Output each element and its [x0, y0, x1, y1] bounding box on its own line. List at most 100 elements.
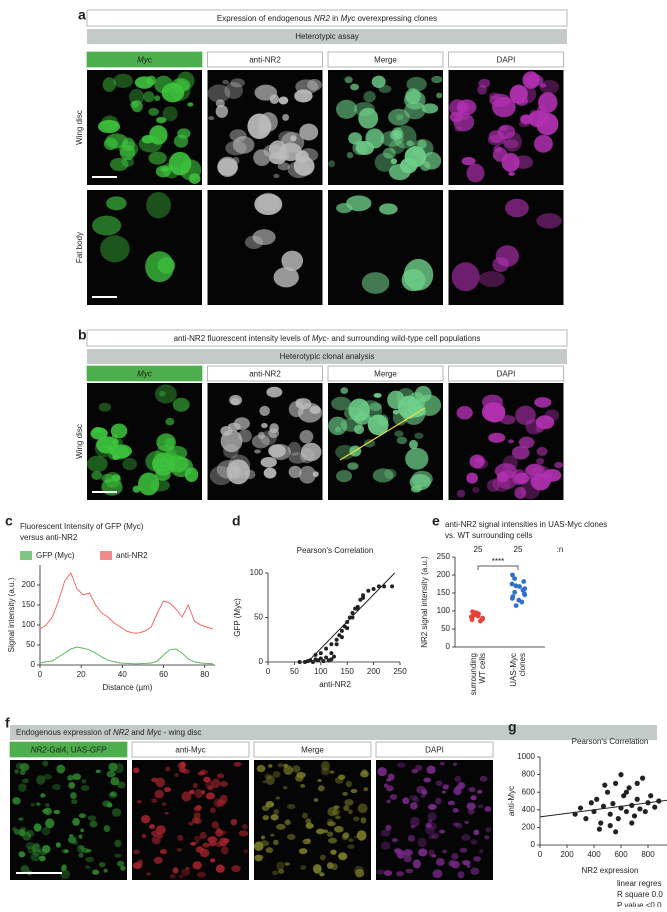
cell [67, 836, 77, 844]
cell [163, 787, 172, 793]
cell [389, 794, 398, 800]
cell [195, 846, 205, 853]
cell [132, 849, 140, 855]
cell [403, 258, 434, 291]
cell [268, 764, 273, 768]
cell [456, 405, 473, 420]
column-header [9, 741, 128, 758]
cell [209, 858, 216, 863]
cell [20, 865, 30, 873]
cell [98, 402, 112, 412]
x-tick-label: 600 [614, 850, 628, 859]
y-tick-label: 50 [254, 613, 263, 622]
cell [416, 785, 426, 794]
y-tick-label: 1000 [517, 752, 535, 761]
column-header-text: Merge [374, 56, 397, 65]
cell [348, 398, 370, 422]
cell [112, 454, 120, 460]
column-header-text: anti-NR2 [249, 370, 281, 379]
cell [431, 832, 439, 840]
cell [514, 472, 530, 485]
y-tick-label: 0 [31, 660, 36, 669]
panel-label: g [508, 719, 517, 735]
cell [219, 781, 228, 787]
y-tick-label: 100 [250, 568, 264, 577]
cell [169, 457, 194, 477]
cell [473, 829, 480, 836]
cell [262, 815, 269, 821]
cell [321, 767, 330, 776]
y-tick-label: 150 [437, 588, 451, 597]
cell [154, 789, 164, 799]
cell [493, 145, 503, 153]
cell [103, 825, 111, 833]
cell [78, 845, 85, 850]
cell [390, 129, 402, 141]
cell [299, 430, 314, 444]
point [602, 782, 608, 788]
column-header-text: anti-Myc [175, 746, 205, 755]
cell [87, 455, 108, 473]
x-tick-label: WT cells [478, 653, 487, 684]
cell [431, 75, 443, 84]
point [339, 628, 344, 633]
cell [533, 134, 553, 153]
cell [254, 854, 263, 862]
cell [26, 829, 35, 838]
column-header [448, 365, 564, 382]
cell [427, 803, 437, 810]
y-tick-label: 600 [522, 787, 536, 796]
cell [427, 812, 437, 822]
cell [258, 855, 264, 859]
point [469, 617, 475, 623]
cell [394, 848, 402, 854]
cell [273, 267, 299, 288]
cell [151, 777, 158, 783]
cell [199, 831, 207, 839]
cell [457, 871, 465, 879]
cell [95, 769, 101, 774]
column-header-text-part: GFP [90, 746, 107, 755]
cell [508, 171, 515, 176]
x-axis-label: NR2 expression [582, 866, 639, 875]
cell [64, 849, 69, 854]
cell [373, 392, 382, 398]
panel-title-part: Myc [312, 334, 327, 343]
cell [195, 804, 202, 810]
cell [536, 213, 562, 229]
cell [479, 775, 488, 782]
cell [60, 869, 70, 880]
cell [535, 415, 555, 430]
cell [85, 856, 95, 863]
cell [56, 764, 66, 774]
cell [287, 441, 301, 456]
cell [409, 474, 431, 491]
cell [287, 161, 311, 179]
cell [134, 76, 154, 89]
column-header [327, 365, 444, 382]
point [631, 813, 638, 819]
cell [466, 163, 485, 183]
cell [194, 817, 202, 825]
significance: **** [492, 557, 504, 566]
cell [390, 158, 398, 165]
cell [269, 94, 280, 105]
significance-bracket [477, 565, 519, 570]
cell [100, 235, 130, 263]
panel-label: d [232, 513, 241, 529]
cell [81, 779, 87, 784]
cell [422, 151, 442, 170]
cell [344, 76, 353, 84]
cell [386, 799, 391, 804]
cell [418, 848, 428, 857]
column-header [448, 51, 564, 68]
cell [410, 802, 418, 810]
cell [213, 798, 223, 808]
cell [326, 831, 334, 838]
point [613, 829, 619, 835]
cell [505, 198, 529, 218]
cell [92, 426, 103, 434]
cell [257, 431, 265, 440]
cell [260, 456, 277, 468]
cell [151, 835, 161, 845]
